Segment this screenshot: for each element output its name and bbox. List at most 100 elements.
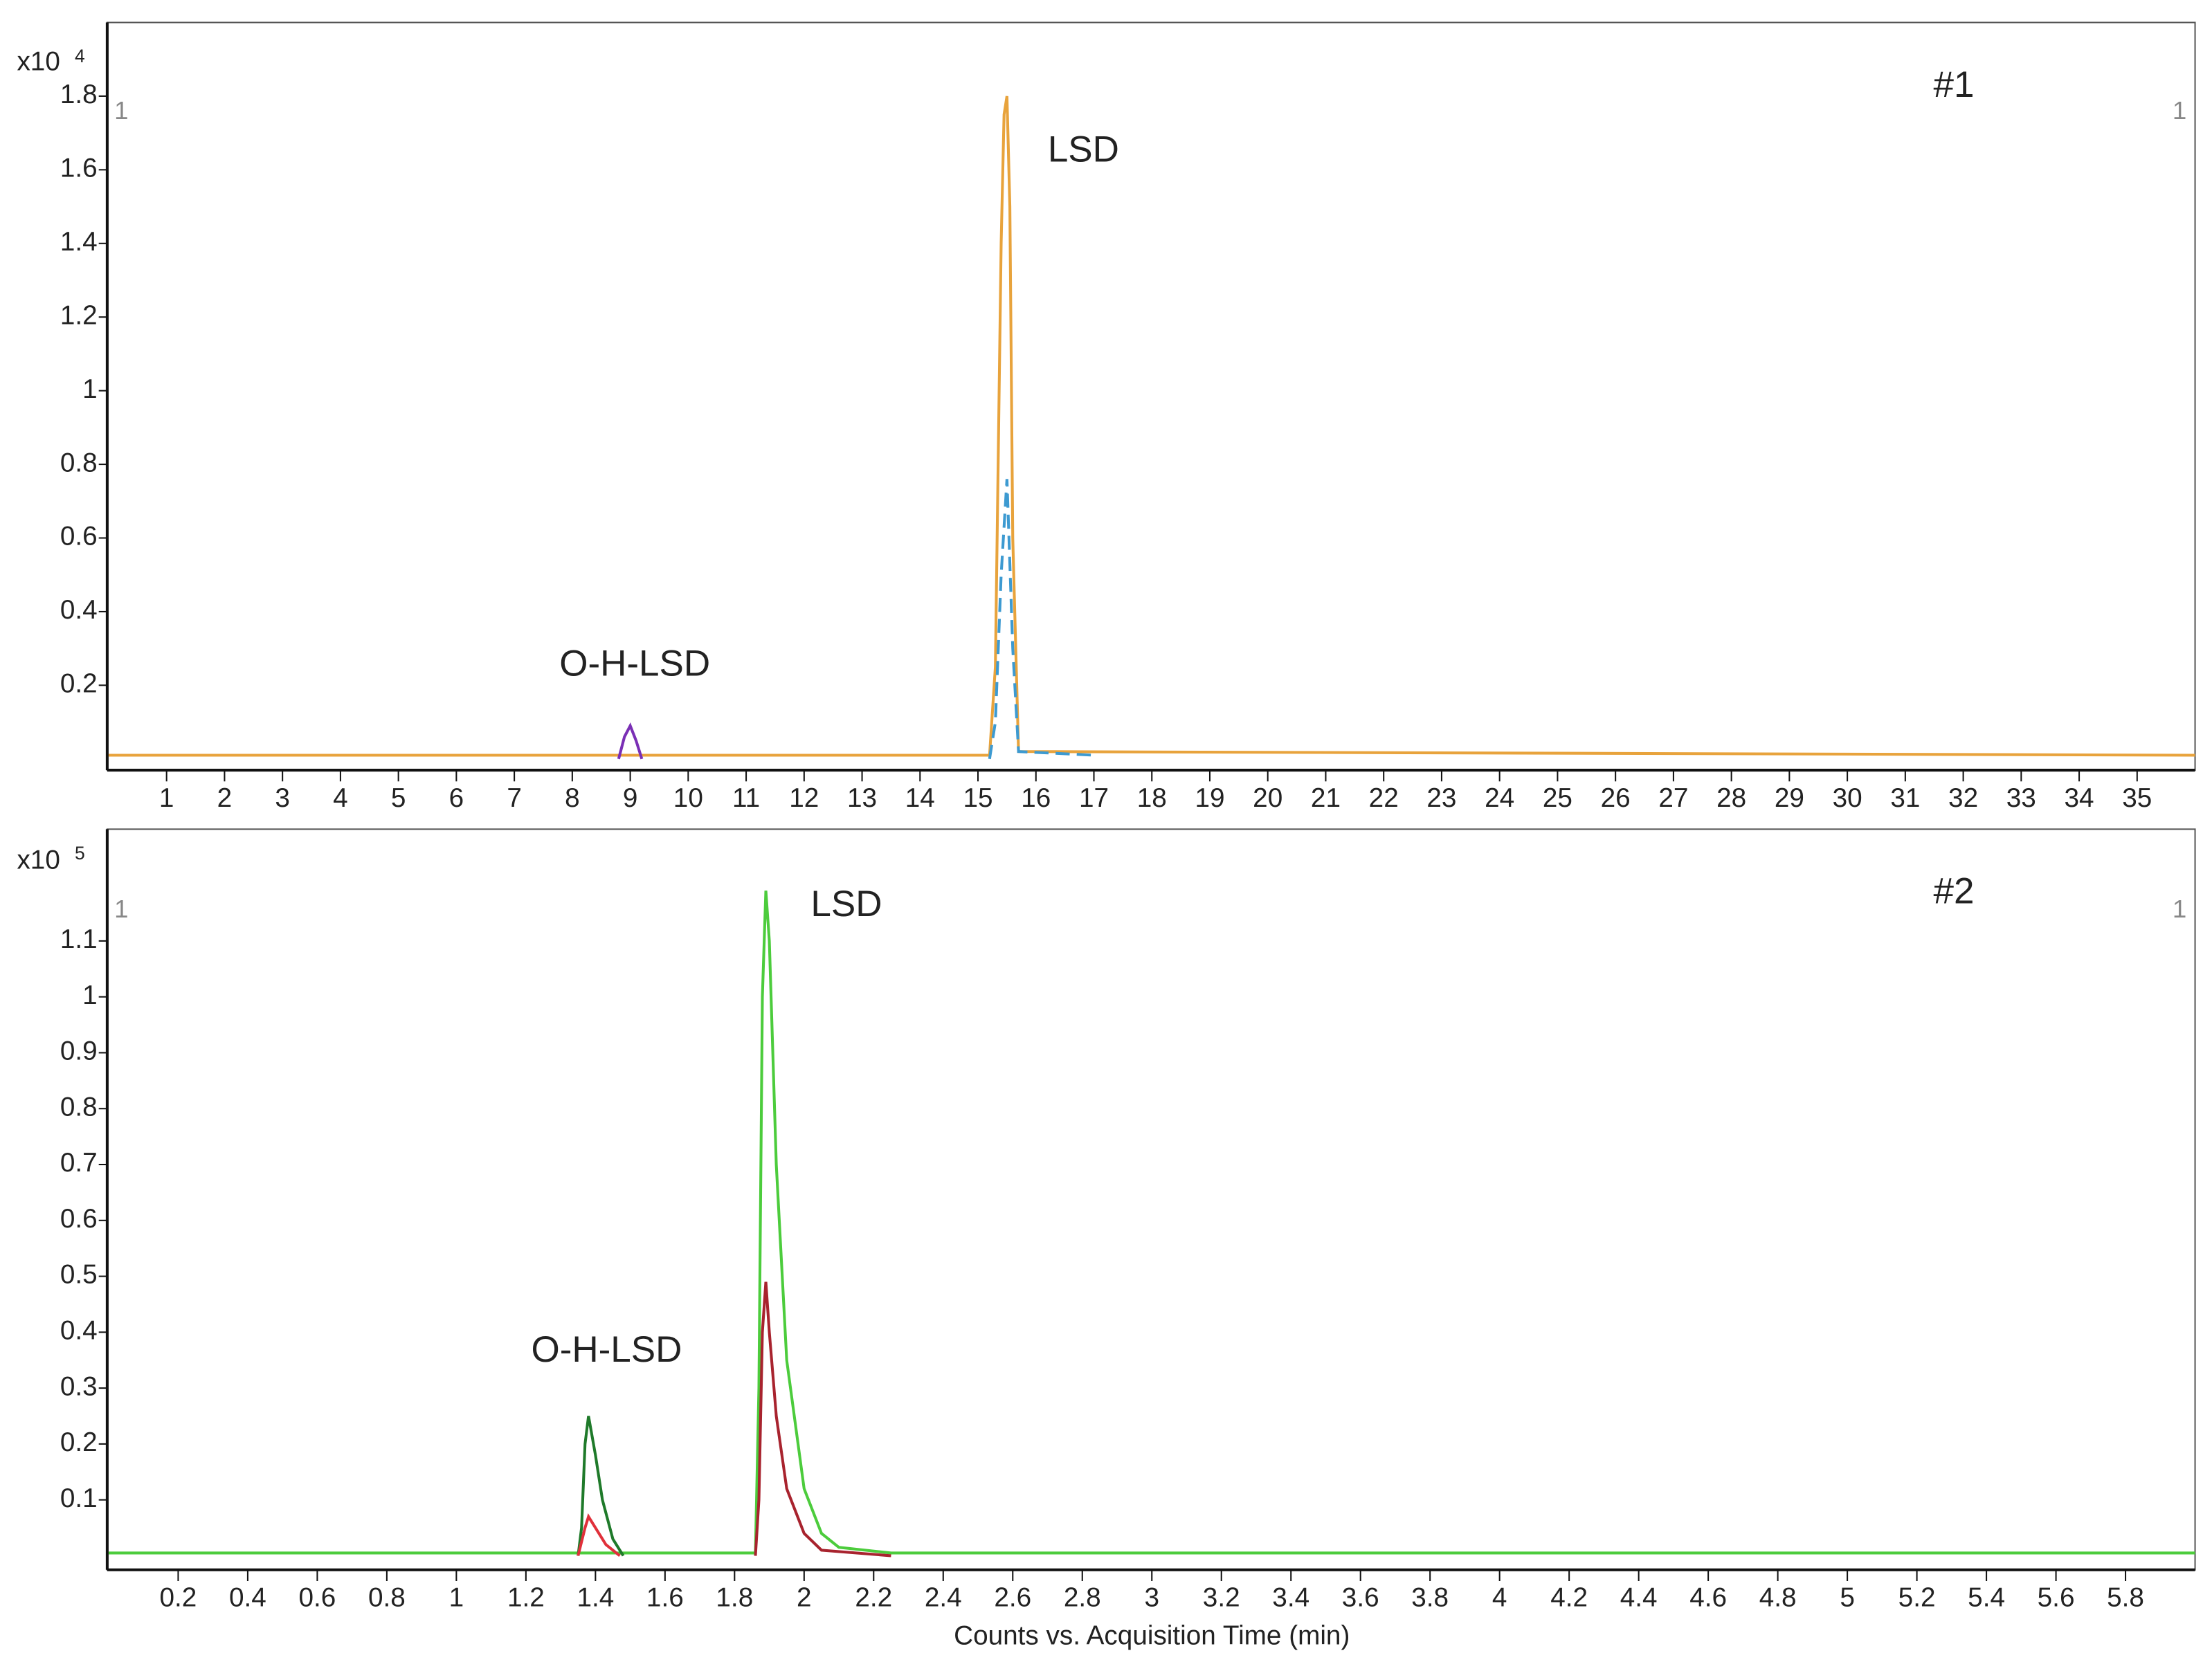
- x-tick-label: 5: [1840, 1583, 1855, 1613]
- x-tick-label: 3.2: [1203, 1583, 1240, 1613]
- x-tick-label: 21: [1311, 783, 1341, 813]
- y-tick-label: 1.8: [60, 80, 98, 109]
- x-tick-label: 3: [1144, 1583, 1159, 1613]
- y-tick-label: 0.6: [60, 1204, 98, 1234]
- x-tick-label: 31: [1890, 783, 1920, 813]
- y-tick-label: 0.5: [60, 1260, 98, 1290]
- x-tick-label: 16: [1021, 783, 1051, 813]
- trace: [577, 1513, 621, 1558]
- y-tick-label: 0.8: [60, 448, 98, 477]
- x-tick-label: 2.8: [1064, 1583, 1101, 1613]
- peak-label: LSD: [810, 884, 882, 924]
- x-tick-label: 20: [1253, 783, 1282, 813]
- x-tick-label: 1.6: [646, 1583, 684, 1613]
- x-tick-label: 30: [1833, 783, 1862, 813]
- trace: [108, 891, 2195, 1555]
- x-tick-label: 25: [1543, 783, 1572, 813]
- x-tick-label: 5: [391, 783, 406, 813]
- peak-label: LSD: [1048, 129, 1119, 170]
- x-tick-label: 26: [1601, 783, 1631, 813]
- x-tick-label: 4.8: [1759, 1583, 1797, 1613]
- x-tick-label: 9: [623, 783, 638, 813]
- y-tick-label: 0.7: [60, 1148, 98, 1178]
- y-tick-label: 0.4: [60, 595, 98, 625]
- x-tick-label: 12: [789, 783, 819, 813]
- x-tick-label: 15: [963, 783, 992, 813]
- x-tick-label: 4.2: [1550, 1583, 1588, 1613]
- y-exponent: 5: [75, 843, 85, 864]
- corner-label: 1: [2173, 895, 2186, 923]
- x-tick-label: 14: [905, 783, 935, 813]
- y-tick-label: 1.2: [60, 300, 98, 330]
- x-tick-label: 4: [1492, 1583, 1507, 1613]
- y-multiplier: x10: [17, 845, 60, 875]
- x-tick-label: 4.4: [1620, 1583, 1658, 1613]
- x-tick-label: 0.2: [160, 1583, 197, 1613]
- x-tick-label: 4: [333, 783, 348, 813]
- y-tick-label: 1.1: [60, 924, 98, 954]
- corner-label: 1: [2173, 96, 2186, 125]
- x-tick-label: 0.4: [229, 1583, 266, 1613]
- x-tick-label: 3: [275, 783, 290, 813]
- x-tick-label: 32: [1948, 783, 1978, 813]
- x-tick-label: 19: [1195, 783, 1224, 813]
- x-tick-label: 0.8: [368, 1583, 406, 1613]
- trace: [577, 1416, 625, 1557]
- x-tick-label: 28: [1716, 783, 1746, 813]
- x-tick-label: 1.2: [507, 1583, 545, 1613]
- x-axis-label: Counts vs. Acquisition Time (min): [954, 1620, 1350, 1650]
- x-tick-label: 5.4: [1968, 1583, 2005, 1613]
- x-tick-label: 1.8: [716, 1583, 753, 1613]
- x-tick-label: 2: [797, 1583, 812, 1613]
- y-tick-label: 0.1: [60, 1483, 98, 1513]
- y-tick-label: 0.3: [60, 1371, 98, 1401]
- corner-label: 1: [114, 96, 128, 125]
- x-tick-label: 24: [1485, 783, 1514, 813]
- x-tick-label: 23: [1426, 783, 1456, 813]
- corner-label: 1: [114, 895, 128, 923]
- x-tick-label: 10: [673, 783, 703, 813]
- x-tick-label: 3.8: [1411, 1583, 1449, 1613]
- panel-label: #1: [1934, 64, 1975, 105]
- x-tick-label: 17: [1079, 783, 1109, 813]
- y-multiplier: x10: [17, 47, 60, 77]
- x-tick-label: 2.2: [855, 1583, 892, 1613]
- plot-frame: [106, 828, 2196, 1571]
- x-tick-label: 22: [1369, 783, 1399, 813]
- x-tick-label: 5.8: [2107, 1583, 2144, 1613]
- x-tick-label: 27: [1658, 783, 1688, 813]
- x-tick-label: 5.6: [2038, 1583, 2075, 1613]
- panel-label: #2: [1934, 871, 1975, 912]
- y-tick-label: 1: [82, 980, 98, 1010]
- trace: [754, 1281, 891, 1558]
- x-tick-label: 6: [449, 783, 464, 813]
- y-tick-label: 0.6: [60, 522, 98, 551]
- x-tick-label: 34: [2065, 783, 2094, 813]
- y-tick-label: 1.6: [60, 154, 98, 183]
- x-tick-label: 8: [565, 783, 580, 813]
- x-tick-label: 33: [2006, 783, 2036, 813]
- plot-frame: [106, 21, 2196, 771]
- x-tick-label: 1: [159, 783, 174, 813]
- x-tick-label: 35: [2122, 783, 2152, 813]
- trace: [617, 722, 644, 760]
- y-tick-label: 0.2: [60, 669, 98, 699]
- y-tick-label: 0.4: [60, 1316, 98, 1346]
- trace: [108, 95, 2195, 757]
- y-tick-label: 0.9: [60, 1037, 98, 1066]
- peak-label: O-H-LSD: [532, 1329, 682, 1370]
- x-tick-label: 3.4: [1272, 1583, 1309, 1613]
- y-tick-label: 0.2: [60, 1427, 98, 1457]
- x-tick-label: 7: [507, 783, 522, 813]
- x-tick-label: 11: [732, 783, 760, 813]
- x-tick-label: 1: [449, 1583, 464, 1613]
- x-tick-label: 5.2: [1898, 1583, 1936, 1613]
- x-tick-label: 29: [1775, 783, 1804, 813]
- x-tick-label: 0.6: [298, 1583, 336, 1613]
- x-tick-label: 2: [217, 783, 233, 813]
- y-tick-label: 1: [82, 374, 98, 404]
- trace: [988, 479, 1094, 760]
- x-tick-label: 2.6: [994, 1583, 1031, 1613]
